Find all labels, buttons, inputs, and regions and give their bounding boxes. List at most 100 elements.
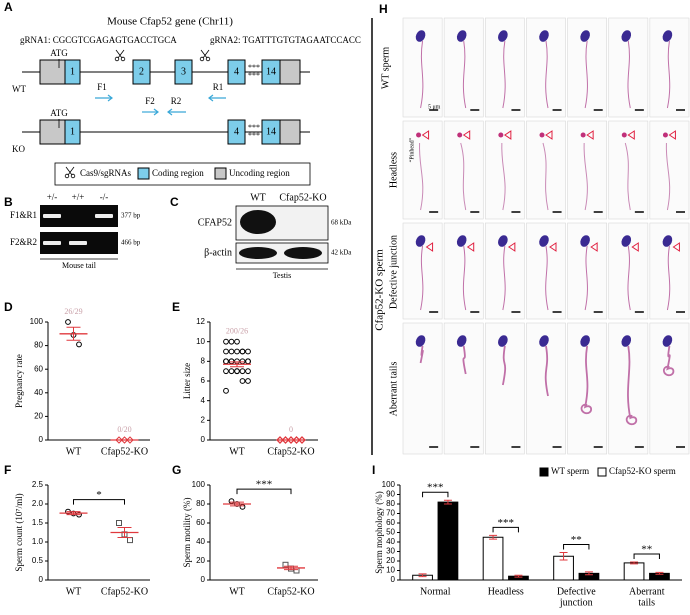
- point: [76, 341, 82, 348]
- x-tick-label: WT: [66, 586, 82, 597]
- y-tick-label: 1.5: [32, 518, 44, 527]
- arrowhead: [425, 242, 434, 252]
- sperm-head: [498, 30, 508, 42]
- primer-label: F1: [97, 82, 107, 92]
- lane-label: +/-: [47, 192, 58, 202]
- point: [245, 368, 251, 375]
- arrowhead: [466, 242, 475, 252]
- primer-arrow: [167, 108, 173, 116]
- annotation: 26/29: [64, 307, 82, 316]
- tail: [624, 142, 631, 211]
- point: [234, 338, 240, 345]
- y-tick-label: 0: [39, 435, 44, 444]
- point: [228, 338, 235, 345]
- exon: [227, 59, 246, 85]
- grna-sequence: gRNA1: CGCGTCGAGAGTGACCTGCA: [20, 35, 177, 45]
- y-tick-label: 2.0: [32, 499, 44, 508]
- point: [120, 436, 129, 444]
- legend-label: WT sperm: [551, 466, 589, 476]
- y-tick-label: 20: [34, 412, 43, 421]
- blot-band: [240, 210, 276, 234]
- point: [239, 378, 246, 384]
- point: [126, 436, 134, 444]
- tail: [462, 40, 467, 109]
- point: [223, 338, 229, 345]
- sperm-head: [539, 30, 549, 42]
- lane-label: WT: [250, 192, 266, 203]
- sperm-head: [539, 235, 549, 247]
- bar: [437, 501, 459, 581]
- primer-arrow: [153, 108, 159, 116]
- error-bar: [66, 511, 81, 516]
- y-tick-label: 60: [386, 518, 395, 527]
- tail: [501, 345, 507, 386]
- exon: [64, 119, 81, 145]
- lane-label: +/+: [72, 192, 85, 202]
- panel-label: A: [4, 0, 13, 14]
- tail: [420, 245, 424, 311]
- annotation: 200/26: [226, 326, 248, 335]
- error-bar: [117, 527, 132, 538]
- x-tick-label: Defective: [557, 586, 596, 597]
- sperm-head: [580, 235, 590, 247]
- y-tick-label: 10: [386, 566, 395, 575]
- x-tick-label: WT: [229, 586, 245, 597]
- gel-band: [43, 214, 61, 218]
- sperm-head: [415, 30, 426, 42]
- group-label: WT sperm: [380, 47, 391, 90]
- y-tick-label: 6: [201, 376, 206, 385]
- significance-bracket: [422, 491, 449, 498]
- stop-codons: ***: [248, 123, 260, 132]
- error-bar: [514, 574, 523, 578]
- micrograph: [402, 120, 443, 220]
- tail: [662, 345, 675, 377]
- sperm-head: [662, 235, 673, 247]
- stop-codons: ***: [248, 71, 260, 80]
- arrowhead: [631, 242, 639, 252]
- sperm-head: [498, 335, 508, 347]
- scissors-icon: [65, 166, 73, 176]
- tail: [665, 142, 671, 211]
- gel-band: [69, 241, 87, 245]
- error-bar: [443, 499, 452, 505]
- sperm-head: [621, 335, 632, 347]
- y-tick-label: 40: [196, 537, 205, 546]
- row-label: Defective junction: [388, 235, 399, 309]
- point: [234, 368, 240, 375]
- tail: [580, 345, 593, 415]
- annotation: 0: [289, 425, 293, 434]
- significance-label: ***: [256, 479, 273, 491]
- x-tick-label: junction: [559, 597, 593, 608]
- error-bar: [66, 326, 81, 341]
- sperm-head: [662, 335, 673, 347]
- point: [292, 436, 301, 444]
- point: [228, 348, 235, 355]
- tail: [584, 245, 588, 311]
- arrowhead: [462, 130, 471, 140]
- pinhead-label: “Pinhead”: [408, 137, 415, 162]
- primer-arrow: [107, 94, 113, 102]
- pinhead: [498, 132, 504, 138]
- tail: [627, 245, 631, 311]
- protein-label: β-actin: [204, 247, 232, 258]
- significance-bracket: [73, 499, 125, 505]
- scissors-icon: [117, 49, 125, 59]
- atg-label: ATG: [50, 108, 68, 118]
- band-size: 377 bp: [121, 212, 141, 220]
- y-axis-label: Sperm motility (%): [182, 498, 192, 568]
- blot-band: [284, 247, 322, 259]
- y-tick-label: 0.5: [32, 556, 44, 565]
- row-label: Aberrant tails: [388, 362, 399, 417]
- primer-arrow: [208, 94, 214, 102]
- legend-swatch: [214, 167, 227, 180]
- point: [281, 436, 290, 444]
- point: [287, 436, 295, 444]
- exon-label: 1: [70, 66, 75, 77]
- scissors-icon: [199, 56, 205, 62]
- arrowhead: [590, 242, 598, 252]
- pinhead: [457, 132, 463, 138]
- y-tick-label: 0: [201, 435, 206, 444]
- significance-bracket: [563, 543, 590, 550]
- error-bar: [284, 565, 298, 571]
